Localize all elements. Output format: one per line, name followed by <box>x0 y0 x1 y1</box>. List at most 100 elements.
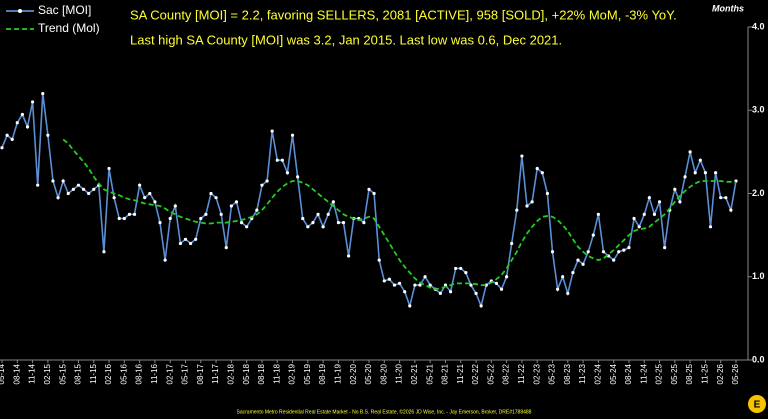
data-point <box>107 166 111 171</box>
data-point <box>36 183 40 187</box>
legend-box <box>0 0 115 40</box>
data-point <box>591 233 595 237</box>
y-axis-label: Months <box>712 3 744 13</box>
data-point <box>306 225 310 229</box>
x-tick-label: 08-15 <box>74 363 83 384</box>
data-point <box>596 212 600 216</box>
data-point <box>30 100 35 104</box>
data-point <box>132 212 137 216</box>
data-point <box>617 250 621 254</box>
data-point <box>122 216 126 221</box>
data-point <box>265 179 269 183</box>
data-point <box>219 212 223 216</box>
data-point <box>642 212 646 216</box>
x-tick-label: 08-24 <box>624 363 633 384</box>
data-point <box>387 277 391 281</box>
x-tick-label: 02-24 <box>593 363 602 384</box>
data-point <box>510 241 514 246</box>
data-point <box>194 237 198 241</box>
data-point <box>321 225 325 229</box>
y-tick-label: 1.0 <box>752 271 765 281</box>
data-point <box>255 208 259 212</box>
x-tick-label: 02-16 <box>104 363 113 384</box>
x-tick-label: 05-18 <box>242 363 251 384</box>
data-point <box>724 196 728 200</box>
data-point <box>448 290 453 294</box>
x-tick-label: 02-21 <box>410 363 419 384</box>
x-tick-label: 05-24 <box>609 363 618 384</box>
x-tick-label: 02-25 <box>655 363 664 384</box>
footer: Sacramento Metro Residential Real Estate… <box>237 408 532 415</box>
data-point <box>112 196 116 200</box>
x-tick-label: 05-21 <box>425 363 434 384</box>
annotation: SA County [MOI] = 2.2, favoring SELLERS,… <box>130 7 677 22</box>
x-tick-label: 02-20 <box>349 363 358 384</box>
data-point <box>714 171 718 175</box>
data-point <box>311 221 315 225</box>
x-tick-label: 05-19 <box>303 363 312 384</box>
data-point <box>173 204 177 208</box>
x-tick-label: 11-24 <box>639 363 648 383</box>
data-point <box>698 158 702 162</box>
x-tick-label: 11-19 <box>334 363 343 383</box>
data-point <box>612 258 616 262</box>
data-point <box>566 291 570 295</box>
x-tick-label: 08-17 <box>196 363 205 384</box>
data-point <box>66 191 70 196</box>
data-point <box>0 146 4 150</box>
data-point <box>127 212 132 216</box>
data-point <box>382 279 386 283</box>
data-point <box>81 187 86 191</box>
data-point <box>199 216 203 221</box>
data-point <box>515 208 519 212</box>
data-point <box>627 246 631 250</box>
x-tick-label: 05-23 <box>548 363 557 384</box>
data-point <box>188 241 193 246</box>
data-point <box>102 250 106 254</box>
data-point <box>637 225 641 229</box>
data-point <box>51 179 55 183</box>
data-point <box>234 200 239 204</box>
x-tick-label: 02-18 <box>226 363 235 384</box>
x-tick-label: 11-16 <box>150 363 159 383</box>
data-point <box>403 290 407 294</box>
data-point <box>5 133 9 137</box>
x-tick-label: 08-16 <box>135 363 144 384</box>
x-tick-label: 11-15 <box>89 363 98 383</box>
x-tick-label: 02-15 <box>43 363 52 384</box>
data-point <box>347 254 351 258</box>
data-point <box>301 216 305 221</box>
data-point <box>423 275 427 279</box>
data-point <box>408 304 412 308</box>
data-point <box>454 266 458 271</box>
data-point <box>505 275 509 279</box>
data-point <box>316 212 320 216</box>
x-tick-label: 08-22 <box>502 363 511 384</box>
data-point <box>168 216 172 221</box>
data-point <box>571 270 575 275</box>
data-point <box>331 200 335 204</box>
data-point <box>428 283 432 287</box>
x-tick-label: 11-25 <box>701 363 710 383</box>
annotation: Last high SA County [MOI] was 3.2, Jan 2… <box>130 32 562 47</box>
data-point <box>372 191 376 196</box>
data-point <box>474 291 478 295</box>
data-point <box>158 221 162 225</box>
x-tick-label: 02-26 <box>716 363 725 384</box>
data-point <box>76 183 81 187</box>
data-point <box>117 216 121 221</box>
data-point <box>525 204 529 208</box>
data-point <box>46 133 50 137</box>
data-point <box>245 225 249 229</box>
data-point <box>326 212 330 216</box>
data-point <box>260 183 264 187</box>
data-point <box>708 225 713 229</box>
data-point <box>545 191 550 196</box>
x-tick-label: 08-18 <box>257 363 266 384</box>
data-point <box>479 304 483 308</box>
x-tick-label: 08-23 <box>563 363 572 384</box>
data-point <box>377 258 381 262</box>
x-tick-label: 05-14 <box>0 363 6 384</box>
data-point <box>15 121 19 125</box>
